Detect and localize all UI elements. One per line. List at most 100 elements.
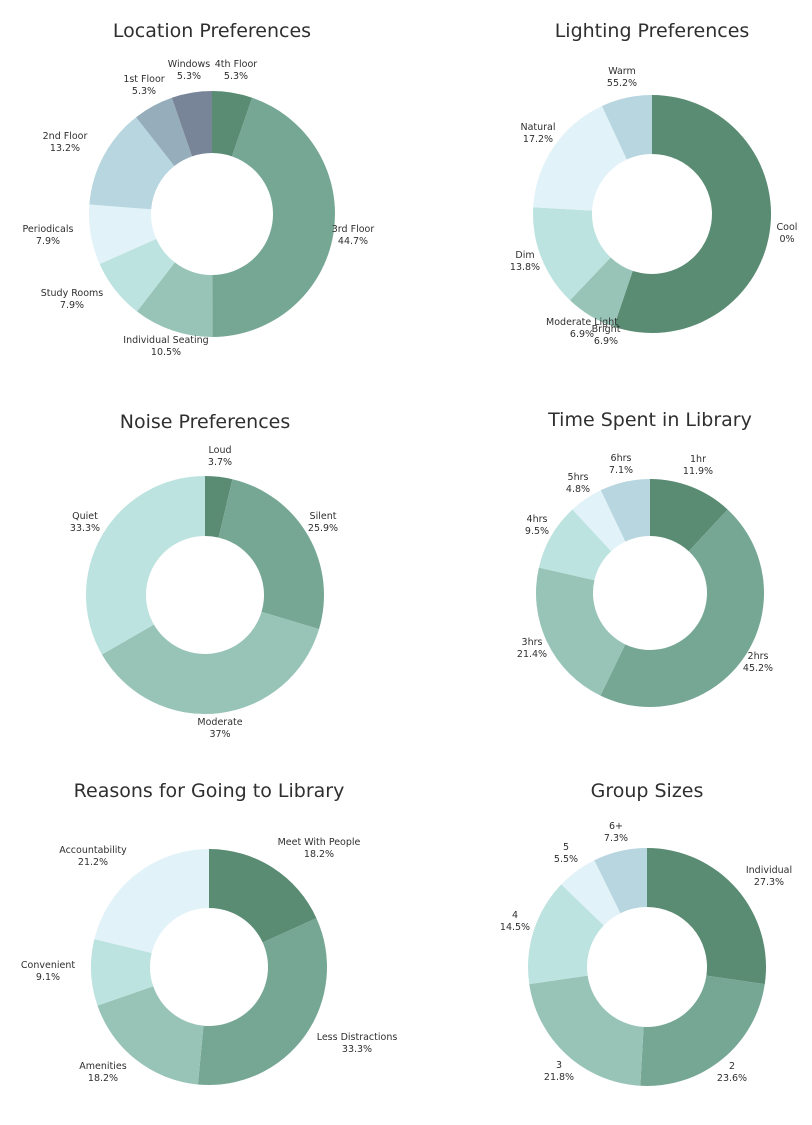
slice-label-accountability: Accountability 21.2% bbox=[59, 845, 127, 868]
slice-6 bbox=[594, 848, 647, 914]
slice-name: 5hrs bbox=[568, 472, 589, 483]
slice-name: 4hrs bbox=[527, 514, 548, 525]
slice-name: 5 bbox=[563, 842, 569, 853]
slice-label-individual-seating: Individual Seating 10.5% bbox=[123, 335, 208, 358]
slice-percent: 6.9% bbox=[570, 329, 594, 340]
slice-label-4hrs: 4hrs 9.5% bbox=[525, 514, 549, 537]
slice-percent: 9.1% bbox=[36, 972, 60, 983]
slice-warm bbox=[613, 94, 772, 333]
slice-percent: 44.7% bbox=[338, 236, 368, 247]
slice-silent bbox=[218, 479, 324, 630]
slice-percent: 18.2% bbox=[304, 849, 334, 860]
slice-name: 2nd Floor bbox=[43, 131, 88, 142]
slice-percent: 21.4% bbox=[517, 649, 547, 660]
slice-label-convenient: Convenient 9.1% bbox=[21, 960, 75, 983]
slice-label-moderate: Moderate 37% bbox=[197, 717, 242, 740]
slice-name: Amenities bbox=[79, 1061, 126, 1072]
slice-percent: 0% bbox=[779, 234, 794, 245]
chart-lighting-preferences: Lighting Preferences Warm 55.2% Cool 0% Brigh… bbox=[510, 20, 798, 347]
slice-name: Convenient bbox=[21, 960, 75, 971]
slice-percent: 7.9% bbox=[36, 236, 60, 247]
slice-name: Less Distractions bbox=[317, 1032, 398, 1043]
slice-label-silent: Silent 25.9% bbox=[308, 511, 338, 534]
slice-4hrs bbox=[538, 509, 612, 581]
slice-5 bbox=[561, 860, 621, 926]
slice-label-3hrs: 3hrs 21.4% bbox=[517, 637, 547, 660]
slice-name: 6hrs bbox=[611, 453, 632, 464]
chart-title: Group Sizes bbox=[591, 780, 704, 802]
slice-name: Individual Seating bbox=[123, 335, 208, 346]
slice-loud bbox=[205, 476, 233, 538]
slice-individual bbox=[647, 848, 767, 985]
slice-percent: 6.9% bbox=[594, 336, 618, 347]
slice-2 bbox=[640, 975, 765, 1087]
slice-3 bbox=[529, 975, 644, 1086]
slice-name: 2 bbox=[729, 1061, 735, 1072]
slice-bright bbox=[570, 257, 633, 327]
slice-percent: 13.8% bbox=[510, 262, 540, 273]
slice-name: 3 bbox=[556, 1060, 562, 1071]
slice-percent: 5.3% bbox=[132, 86, 156, 97]
slice-label-periodicals: Periodicals 7.9% bbox=[23, 224, 74, 247]
slice-name: Loud bbox=[209, 445, 232, 456]
slice-label-2hrs: 2hrs 45.2% bbox=[743, 651, 773, 674]
slice-name: Dim bbox=[515, 250, 534, 261]
slice-percent: 21.2% bbox=[78, 857, 108, 868]
slice-label-loud: Loud 3.7% bbox=[208, 445, 232, 468]
slice-label-6: 6+ 7.3% bbox=[604, 821, 628, 844]
slice-percent: 13.2% bbox=[50, 143, 80, 154]
slice-percent: 7.9% bbox=[60, 300, 84, 311]
slice-2hrs bbox=[600, 509, 765, 708]
slice-natural bbox=[533, 106, 627, 211]
slice-name: 2hrs bbox=[748, 651, 769, 662]
slice-label-less-distractions: Less Distractions 33.3% bbox=[317, 1032, 398, 1055]
slice-name: Individual bbox=[746, 865, 792, 876]
slice-quiet bbox=[85, 475, 205, 655]
slice-percent: 45.2% bbox=[743, 663, 773, 674]
slice-percent: 23.6% bbox=[717, 1073, 747, 1084]
slice-dim bbox=[533, 207, 611, 301]
slice-3hrs bbox=[535, 567, 626, 696]
slice-label-individual: Individual 27.3% bbox=[746, 865, 792, 888]
slice-percent: 10.5% bbox=[151, 347, 181, 358]
slice-periodicals bbox=[88, 204, 157, 265]
chart-time-spent-in-library: Time Spent in Library 1hr 11.9% 2hrs 45.2% 3h… bbox=[517, 409, 773, 708]
slice-percent: 37% bbox=[209, 729, 230, 740]
slice-1hr bbox=[650, 479, 728, 552]
slice-moderate-light bbox=[602, 95, 652, 160]
slice-percent: 7.1% bbox=[609, 465, 633, 476]
slice-4 bbox=[527, 884, 604, 985]
slice-label-amenities: Amenities 18.2% bbox=[79, 1061, 126, 1084]
slice-percent: 5.3% bbox=[224, 71, 248, 82]
slice-percent: 27.3% bbox=[754, 877, 784, 888]
slice-label-warm: Warm 55.2% bbox=[607, 66, 637, 89]
slice-label-5hrs: 5hrs 4.8% bbox=[566, 472, 590, 495]
slice-percent: 3.7% bbox=[208, 457, 232, 468]
slice-label-3: 3 21.8% bbox=[544, 1060, 574, 1083]
slice-name: 1hr bbox=[690, 454, 706, 465]
slice-name: Study Rooms bbox=[41, 288, 104, 299]
chart-title: Time Spent in Library bbox=[547, 409, 752, 431]
slice-label-quiet: Quiet 33.3% bbox=[70, 511, 100, 534]
slice-3rd-floor bbox=[212, 97, 336, 338]
chart-title: Location Preferences bbox=[113, 20, 311, 42]
slice-percent: 14.5% bbox=[500, 922, 530, 933]
slice-name: 3rd Floor bbox=[332, 224, 375, 235]
slice-label-dim: Dim 13.8% bbox=[510, 250, 540, 273]
slice-name: 4 bbox=[512, 910, 518, 921]
slice-percent: 9.5% bbox=[525, 526, 549, 537]
slice-name: Accountability bbox=[59, 845, 127, 856]
slice-name: Silent bbox=[310, 511, 337, 522]
slice-6hrs bbox=[600, 479, 650, 542]
slice-label-5: 5 5.5% bbox=[554, 842, 578, 865]
slice-name: Windows bbox=[168, 59, 210, 70]
slice-individual-seating bbox=[136, 262, 213, 338]
slice-amenities bbox=[97, 986, 204, 1085]
slice-percent: 5.5% bbox=[554, 854, 578, 865]
chart-group-sizes: Group Sizes Individual 27.3% 2 23.6% 3 21.8% 4 1… bbox=[500, 780, 792, 1087]
slice-name: Cool bbox=[777, 222, 798, 233]
slice-label-2: 2 23.6% bbox=[717, 1061, 747, 1084]
chart-noise-preferences: Noise Preferences Loud 3.7% Silent 25.9% Mode… bbox=[70, 411, 338, 740]
slice-name: Meet With People bbox=[278, 837, 361, 848]
